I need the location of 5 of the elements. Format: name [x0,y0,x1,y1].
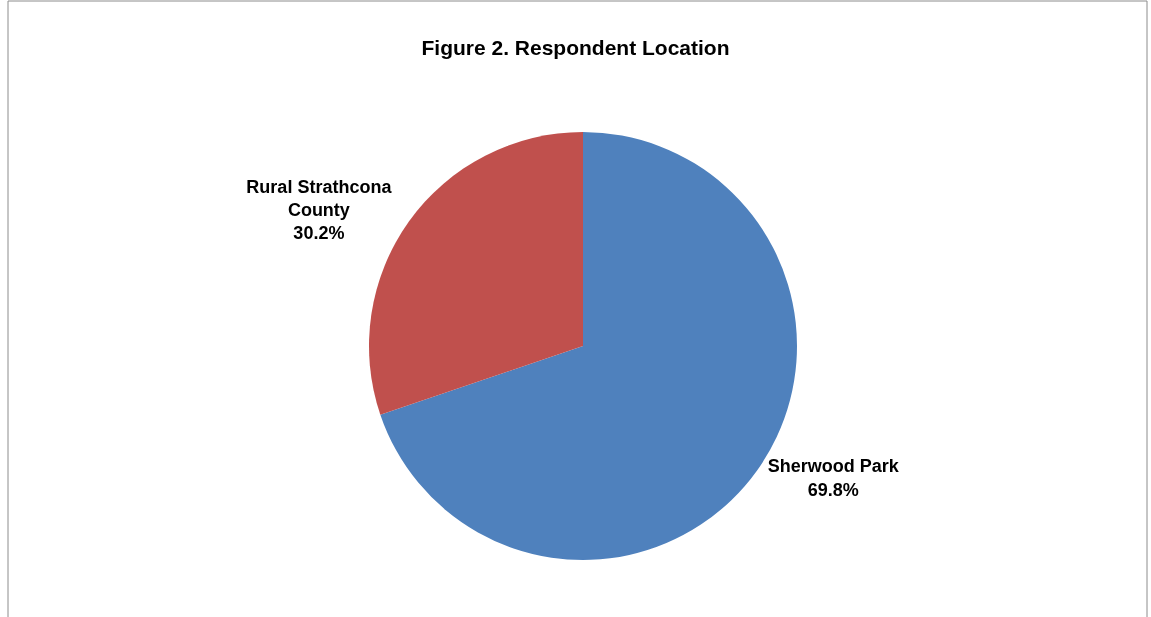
data-label: 30.2% [293,223,345,244]
slice-label: Rural Strathcona County [246,176,393,220]
slice-label: Sherwood Park [767,456,900,477]
data-label: 69.8% [807,479,859,500]
chart-title: Figure 2. Respondent Location [421,36,730,60]
